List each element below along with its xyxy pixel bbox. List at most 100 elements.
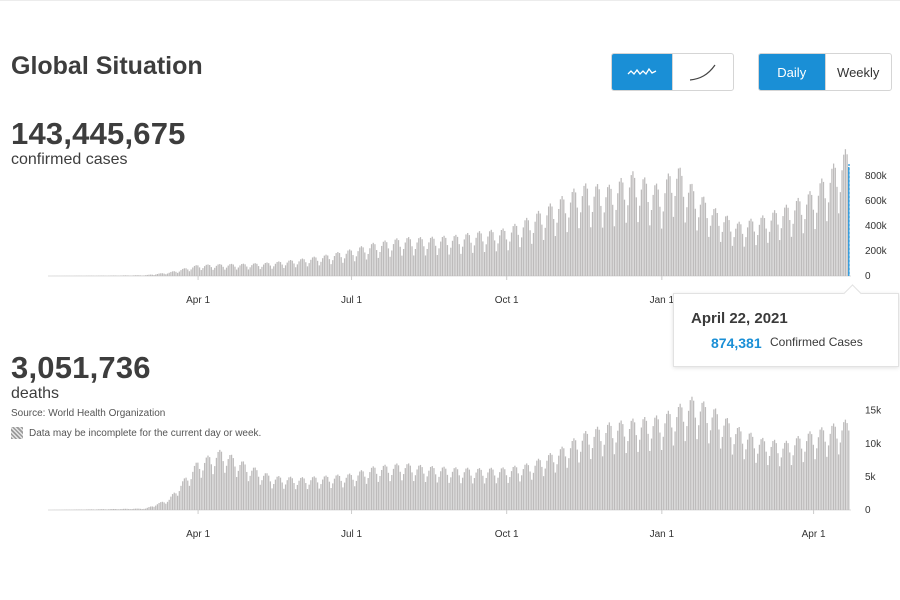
deaths-bars bbox=[48, 396, 850, 510]
deaths-bar bbox=[379, 475, 381, 510]
deaths-bar bbox=[402, 474, 405, 510]
deaths-bar bbox=[733, 444, 735, 510]
confirmed-cases-bar bbox=[313, 256, 315, 276]
deaths-bar bbox=[289, 476, 292, 510]
confirmed-cases-bar bbox=[397, 240, 400, 276]
deaths-bar bbox=[657, 419, 659, 510]
deaths-bar bbox=[374, 467, 376, 510]
confirmed-cases-bar bbox=[834, 167, 836, 276]
deaths-bar bbox=[284, 484, 287, 510]
deaths-bar bbox=[509, 477, 511, 510]
daily-trend-button[interactable] bbox=[612, 54, 672, 90]
deaths-bar bbox=[750, 432, 752, 510]
deaths-bar bbox=[797, 436, 799, 510]
deaths-bar bbox=[131, 509, 133, 510]
deaths-bar bbox=[300, 477, 302, 510]
deaths-bar bbox=[596, 426, 599, 510]
confirmed-cases-bar bbox=[607, 187, 609, 276]
confirmed-cases-bar bbox=[445, 237, 447, 276]
deaths-bar bbox=[97, 509, 100, 510]
deaths-xtick-label: Apr 1 bbox=[802, 529, 826, 540]
deaths-bar bbox=[718, 429, 720, 510]
confirmed-cases-bar bbox=[375, 250, 378, 276]
deaths-bar bbox=[413, 481, 415, 510]
deaths-bar bbox=[585, 431, 587, 510]
deaths-bar bbox=[758, 444, 761, 510]
deaths-bar bbox=[389, 481, 391, 510]
confirmed-cases-bar bbox=[831, 168, 833, 276]
confirmed-cases-bar bbox=[311, 257, 314, 276]
deaths-bar bbox=[99, 509, 101, 510]
deaths-bar bbox=[824, 441, 826, 510]
deaths-bar bbox=[209, 457, 211, 510]
confirmed-cases-bar bbox=[402, 248, 405, 276]
deaths-bar bbox=[539, 460, 541, 510]
weekly-button[interactable]: Weekly bbox=[824, 54, 892, 90]
deaths-bar bbox=[723, 425, 725, 510]
confirmed-cases-bar bbox=[362, 247, 364, 276]
deaths-bar bbox=[687, 410, 690, 510]
confirmed-cases-ytick-label: 800k bbox=[865, 171, 888, 182]
confirmed-cases-bar bbox=[625, 222, 627, 276]
deaths-bar bbox=[822, 430, 825, 510]
deaths-bar bbox=[192, 471, 194, 510]
deaths-bar bbox=[583, 433, 585, 510]
deaths-bar bbox=[109, 509, 111, 510]
confirmed-cases-bar bbox=[517, 234, 519, 276]
deaths-bar bbox=[279, 477, 282, 510]
confirmed-cases-bar bbox=[595, 186, 597, 276]
confirmed-cases-bar bbox=[509, 241, 511, 276]
deaths-bar bbox=[286, 480, 288, 510]
deaths-bar bbox=[660, 449, 663, 510]
deaths-bar bbox=[429, 466, 432, 510]
daily-button[interactable]: Daily bbox=[759, 54, 825, 90]
confirmed-cases-bar bbox=[485, 244, 487, 276]
deaths-bar bbox=[182, 481, 184, 510]
confirmed-cases-bar bbox=[701, 197, 703, 276]
deaths-bar bbox=[677, 407, 680, 510]
confirmed-cases-bar bbox=[236, 269, 238, 276]
confirmed-cases-bar bbox=[431, 236, 433, 276]
deaths-bar bbox=[335, 475, 337, 510]
deaths-bar bbox=[551, 454, 553, 510]
deaths-bar bbox=[313, 476, 315, 510]
confirmed-cases-bar bbox=[359, 247, 361, 276]
deaths-bar bbox=[600, 441, 602, 510]
confirmed-cases-bar bbox=[731, 245, 734, 276]
deaths-bar bbox=[306, 489, 309, 510]
confirmed-cases-bar bbox=[289, 260, 292, 276]
deaths-bar bbox=[168, 499, 170, 510]
confirmed-cases-bar bbox=[623, 199, 626, 276]
confirmed-cases-bar bbox=[247, 269, 250, 276]
deaths-bar bbox=[101, 509, 103, 510]
confirmed-cases-bar bbox=[210, 267, 212, 276]
deaths-bar bbox=[333, 478, 336, 510]
confirmed-cases-ytick-label: 400k bbox=[865, 221, 888, 232]
confirmed-cases-bar bbox=[632, 171, 634, 276]
deaths-bar bbox=[790, 465, 793, 510]
confirmed-cases-bar bbox=[652, 194, 654, 276]
confirmed-cases-bar bbox=[713, 209, 715, 276]
deaths-bar bbox=[467, 467, 469, 510]
cumulative-button[interactable] bbox=[672, 54, 733, 90]
deaths-bar bbox=[183, 478, 186, 510]
deaths-bar bbox=[512, 466, 514, 510]
deaths-bar bbox=[242, 461, 245, 510]
deaths-bar bbox=[207, 455, 209, 510]
confirmed-cases-bar bbox=[156, 274, 159, 276]
confirmed-cases-bar bbox=[630, 175, 632, 276]
confirmed-cases-bar bbox=[775, 213, 777, 276]
confirmed-cases-bar bbox=[846, 154, 848, 276]
confirmed-cases-bar bbox=[743, 246, 745, 276]
deaths-bar bbox=[408, 463, 410, 510]
deaths-bar bbox=[155, 505, 157, 510]
confirmed-cases-bar bbox=[559, 199, 562, 276]
confirmed-cases-bar bbox=[807, 194, 809, 276]
confirmed-cases-bar bbox=[349, 249, 351, 276]
deaths-bar bbox=[554, 472, 557, 510]
confirmed-cases-bar bbox=[824, 198, 826, 276]
deaths-bar bbox=[116, 509, 118, 510]
deaths-bar bbox=[418, 465, 420, 510]
confirmed-cases-bar bbox=[534, 221, 536, 276]
deaths-bar bbox=[85, 509, 88, 510]
